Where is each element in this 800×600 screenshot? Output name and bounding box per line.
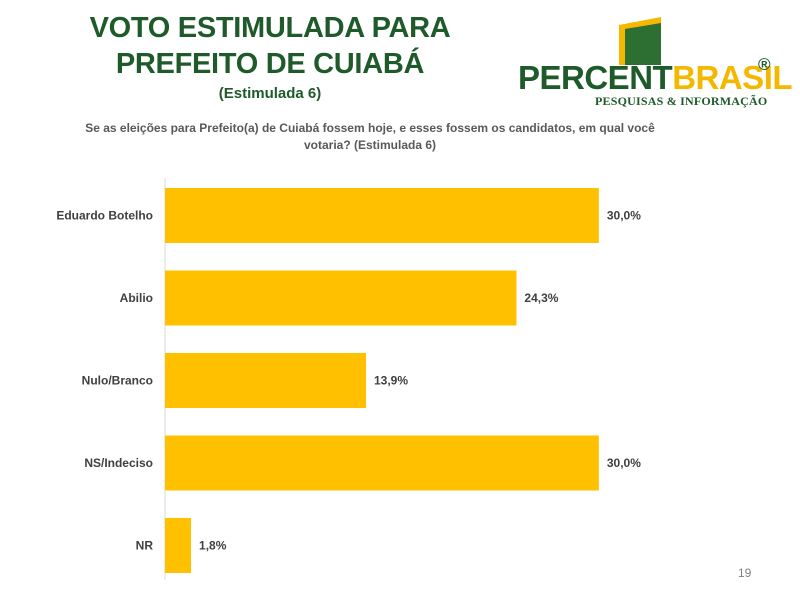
category-label-1: Abilio xyxy=(120,291,153,305)
page-subtitle: (Estimulada 6) xyxy=(218,85,322,102)
category-label-0: Eduardo Botelho xyxy=(56,209,153,223)
data-label-4: 1,8% xyxy=(199,539,227,553)
logo-tagline: PESQUISAS & INFORMAÇÃO xyxy=(595,94,768,108)
title-line-2: PREFEITO DE CUIABÁ xyxy=(115,48,425,80)
bar-4 xyxy=(165,518,192,573)
category-label-2: Nulo/Branco xyxy=(82,374,153,388)
percentbrasil-logo: PERCENTBRASIL ® PESQUISAS & INFORMAÇÃO xyxy=(515,15,793,115)
bar-2 xyxy=(165,353,367,408)
category-label-4: NR xyxy=(136,539,154,553)
category-label-3: NS/Indeciso xyxy=(84,456,153,470)
flag-icon xyxy=(619,17,661,65)
data-label-2: 13,9% xyxy=(374,374,408,388)
title-line-1: VOTO ESTIMULADA PARA xyxy=(89,12,451,44)
page-number: 19 xyxy=(738,566,752,580)
bar-1 xyxy=(165,270,517,326)
data-label-3: 30,0% xyxy=(607,456,641,470)
page-title: VOTO ESTIMULADA PARA PREFEITO DE CUIABÁ xyxy=(60,10,480,82)
bars-group: Eduardo Botelho 30,0% Abilio 24,3% Nulo/Bran… xyxy=(56,188,641,573)
bar-3 xyxy=(165,435,599,491)
data-label-1: 24,3% xyxy=(524,291,558,305)
data-label-0: 30,0% xyxy=(607,209,641,223)
registered-mark: ® xyxy=(758,55,771,74)
logo-wordmark: PERCENTBRASIL xyxy=(518,59,793,97)
logo-word-brasil: BRASIL xyxy=(672,59,793,96)
bar-0 xyxy=(165,188,599,243)
survey-question: Se as eleições para Prefeito(a) de Cuiab… xyxy=(85,121,655,152)
logo-word-percent: PERCENT xyxy=(518,59,673,96)
